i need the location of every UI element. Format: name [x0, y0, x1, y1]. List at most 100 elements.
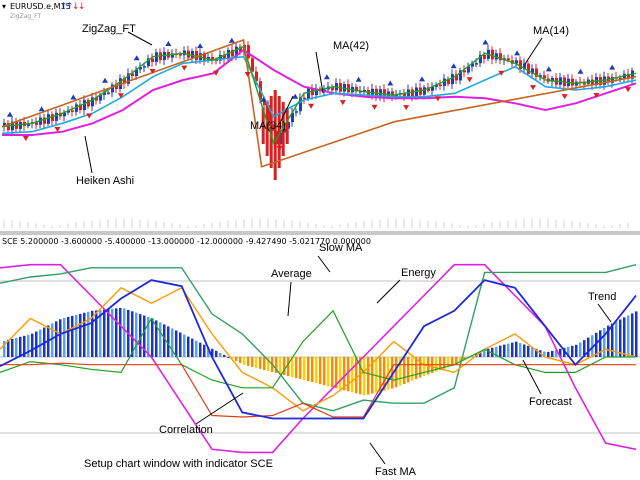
candle-body — [519, 60, 522, 70]
histogram-bar — [219, 352, 222, 357]
histogram-bar — [123, 308, 126, 357]
candle-body — [91, 97, 94, 107]
zigzag-arrows — [6, 37, 632, 151]
candle-body — [255, 71, 258, 82]
panel-separator[interactable] — [0, 231, 640, 235]
histogram-bar — [375, 357, 378, 393]
histogram-bar — [331, 357, 334, 388]
histogram-bar — [451, 357, 454, 366]
candle-body — [285, 108, 289, 144]
histogram-bar — [339, 357, 342, 390]
ma34-line — [1, 55, 637, 135]
candle-body — [543, 75, 546, 79]
histogram-bar — [395, 357, 398, 388]
histogram-bar — [323, 357, 326, 386]
candle-body — [463, 70, 466, 73]
candle-body — [179, 54, 182, 56]
candle-body — [55, 112, 58, 121]
histogram-bar — [159, 322, 162, 357]
histogram-bar — [399, 357, 402, 386]
histogram-bar — [19, 336, 22, 357]
histogram-bar — [59, 319, 62, 357]
histogram-bar — [411, 357, 414, 381]
candle-body — [107, 92, 110, 94]
candle-body — [51, 114, 54, 121]
candle-body — [571, 78, 574, 86]
histogram-bar — [623, 317, 626, 357]
histogram-bar — [555, 349, 558, 357]
histogram-bar — [135, 312, 138, 357]
histogram-bar — [587, 337, 590, 357]
histogram-bar — [523, 344, 526, 357]
histogram-bar — [267, 357, 270, 371]
down-arrow-mark — [498, 70, 505, 76]
down-arrow-mark — [181, 65, 188, 71]
up-arrow-mark — [70, 94, 77, 100]
energy-line — [0, 309, 636, 389]
candle-body — [371, 88, 374, 95]
indicator-panel: SCE 5.200000 -3.600000 -5.400000 -13.000… — [0, 235, 640, 480]
annotation-ma14: MA(14) — [533, 25, 569, 37]
histogram-bar — [295, 357, 298, 379]
candle-body — [273, 90, 277, 180]
indicator-header: SCE 5.200000 -3.600000 -5.400000 -13.000… — [2, 237, 371, 246]
histogram-bar — [215, 350, 218, 357]
annotation-pointer — [84, 135, 93, 174]
candle-body — [67, 110, 70, 113]
candle-body — [411, 89, 414, 97]
histogram-bar — [291, 357, 294, 378]
candle-body — [491, 49, 494, 60]
forecast-line — [0, 286, 637, 412]
candle-body — [483, 54, 486, 59]
histogram-bar — [279, 357, 282, 374]
candle-body — [507, 58, 510, 61]
histogram-bar — [335, 357, 338, 389]
candle-body — [535, 68, 538, 77]
sce-lines — [0, 263, 637, 454]
candle-body — [523, 63, 526, 70]
candle-body — [627, 73, 630, 79]
histogram-bar — [479, 352, 482, 357]
histogram-bar — [115, 308, 118, 357]
histogram-bar — [251, 357, 254, 367]
histogram-bar — [319, 357, 322, 385]
histogram-bar — [91, 310, 94, 357]
candle-body — [391, 91, 394, 97]
down-arrow-mark — [276, 146, 283, 151]
histogram-bar — [95, 310, 98, 357]
candle-body — [191, 51, 194, 58]
histogram-bar — [619, 319, 622, 357]
zigzag-line — [1, 38, 637, 168]
histogram-bar — [31, 333, 34, 357]
candle-body — [231, 49, 234, 57]
candle-body — [331, 86, 334, 91]
candle-body — [265, 102, 269, 156]
price-panel: ▾ EURUSD.e,M15 ↑ ↑ ↓ ↓ ZigZag_FT ZigZag_… — [0, 0, 640, 231]
histogram-bar — [487, 348, 490, 357]
histogram-bar — [51, 323, 54, 357]
candle-body — [531, 68, 534, 74]
up-arrow-mark — [6, 111, 13, 117]
histogram-bar — [347, 357, 350, 392]
histogram-bar — [175, 330, 178, 357]
candle-body — [591, 79, 594, 86]
fast-ma-line — [0, 279, 637, 420]
arrow-up-icon: ↑ — [60, 2, 68, 12]
price-panel-scale-strip — [612, 0, 640, 231]
annotation-pointer — [127, 31, 153, 46]
histogram-bar — [131, 311, 134, 357]
up-arrow-mark — [323, 74, 330, 80]
ma14-line — [1, 45, 637, 145]
candle-body — [95, 97, 98, 101]
histogram-bar — [635, 311, 638, 357]
symbol-sub-label: ZigZag_FT — [10, 13, 42, 20]
histogram-bar — [299, 357, 302, 380]
up-arrow-mark — [133, 55, 140, 61]
up-arrow-mark — [292, 93, 299, 99]
dropdown-triangle-icon[interactable]: ▾ — [2, 2, 6, 11]
candle-body — [203, 53, 206, 61]
histogram-bar — [495, 346, 498, 357]
candle-body — [395, 94, 398, 97]
histogram-bar — [419, 357, 422, 378]
histogram-bar — [7, 339, 10, 357]
